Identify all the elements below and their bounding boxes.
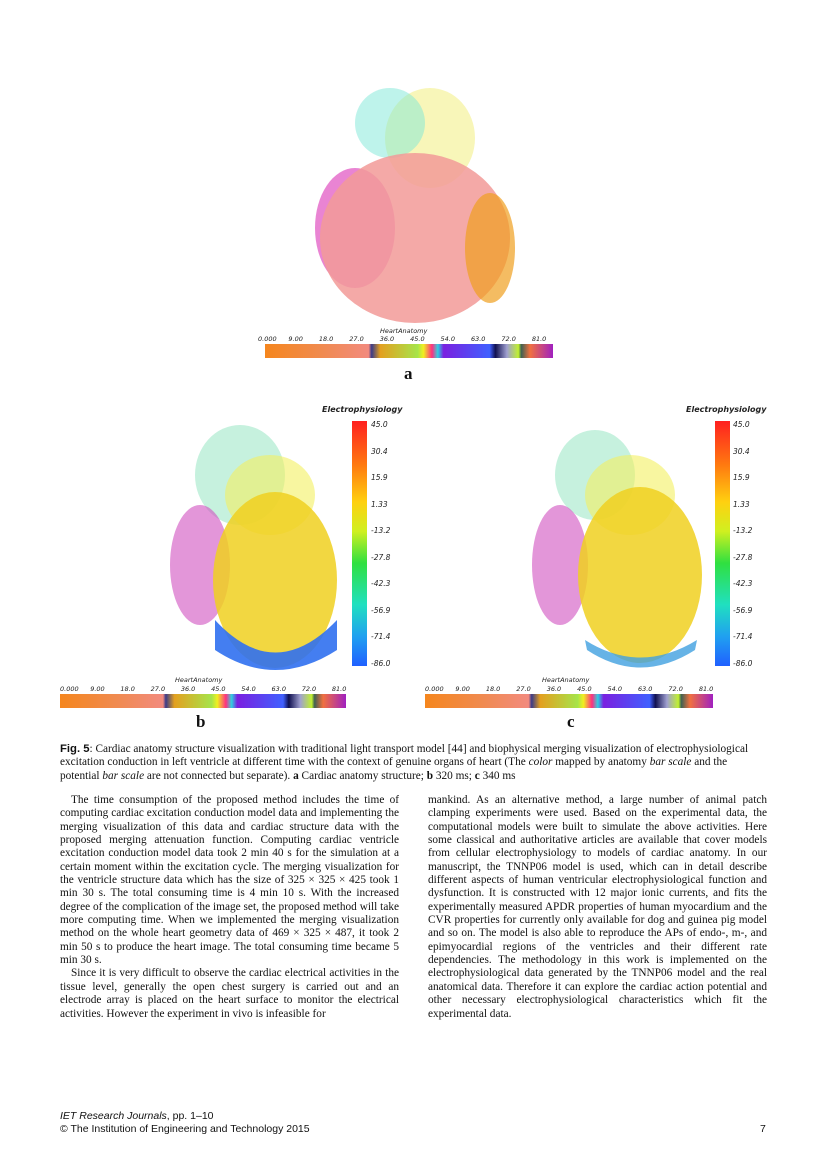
heart-anatomy-colorbar-b xyxy=(60,694,346,708)
heart-anatomy-tick-a: 36.0 xyxy=(379,335,395,343)
paragraph: mankind. As an alternative method, a lar… xyxy=(428,794,767,1020)
heart-anatomy-tick-a: 81.0 xyxy=(531,335,547,343)
heart-anatomy-tick-a: 54.0 xyxy=(440,335,456,343)
electrophysiology-tick-c: 45.0 xyxy=(733,420,750,429)
heart-anatomy-tick-a: 27.0 xyxy=(349,335,364,343)
electrophysiology-title-b: Electrophysiology xyxy=(322,405,403,414)
caption-text: : Cardiac anatomy structure visualizatio… xyxy=(60,743,749,769)
heart-anatomy-tick-b: 54.0 xyxy=(241,685,256,693)
caption-text: are not connected but separate). xyxy=(144,769,294,782)
electrophysiology-tick-b: -56.9 xyxy=(371,605,391,615)
paragraph: Since it is very difficult to observe th… xyxy=(60,967,399,1020)
heart-anatomy-tick-a: 72.0 xyxy=(501,335,516,343)
heart-anatomy-title-b: HeartAnatomy xyxy=(175,676,223,684)
heart-anatomy-tick-b: 36.0 xyxy=(180,685,196,693)
journal-pages: , pp. 1–10 xyxy=(166,1110,214,1122)
caption-text: 320 ms; xyxy=(433,769,475,782)
electrophysiology-heart-image-c xyxy=(532,430,702,668)
electrophysiology-tick-c: -86.0 xyxy=(733,658,753,668)
heart-anatomy-tick-c: 0.000 xyxy=(425,685,444,693)
electrophysiology-colorbar-b xyxy=(352,421,367,666)
heart-anatomy-tick-c: 72.0 xyxy=(668,685,683,693)
electrophysiology-tick-c: -27.8 xyxy=(733,552,753,562)
heart-anatomy-tick-c: 54.0 xyxy=(607,685,623,693)
paragraph: The time consumption of the proposed met… xyxy=(60,794,399,967)
figure-label: Fig. 5 xyxy=(60,743,90,755)
caption-italic: bar scale xyxy=(102,769,145,782)
panel-label-b: b xyxy=(196,712,206,731)
electrophysiology-tick-b: -42.3 xyxy=(371,579,391,588)
electrophysiology-colorbar-c xyxy=(715,421,730,666)
caption-text: Cardiac anatomy structure; xyxy=(298,769,427,782)
heart-anatomy-colorbar-a xyxy=(265,344,553,358)
caption-text: mapped by anatomy xyxy=(552,756,650,769)
heart-anatomy-tick-a: 0.000 xyxy=(258,335,277,343)
journal-name: IET Research Journals xyxy=(60,1110,167,1122)
electrophysiology-title-c: Electrophysiology xyxy=(686,405,767,414)
electrophysiology-tick-c: 30.4 xyxy=(733,446,750,456)
heart-anatomy-tick-c: 63.0 xyxy=(637,685,653,693)
caption-panel-a: a xyxy=(293,769,299,782)
heart-anatomy-tick-a: 63.0 xyxy=(470,335,486,343)
page-number: 7 xyxy=(760,1123,766,1135)
electrophysiology-tick-b: -86.0 xyxy=(371,658,391,668)
heart-anatomy-tick-b: 0.000 xyxy=(60,685,79,693)
panel-label-c: c xyxy=(567,712,575,731)
heart-anatomy-tick-b: 18.0 xyxy=(120,685,135,693)
electrophysiology-tick-b: -27.8 xyxy=(371,552,391,562)
caption-text: and the potential xyxy=(60,756,728,782)
heart-anatomy-tick-c: 81.0 xyxy=(698,685,714,693)
heart-anatomy-tick-a: 18.0 xyxy=(318,335,334,343)
caption-italic: bar scale xyxy=(649,756,692,769)
body-right-column: mankind. As an alternative method, a lar… xyxy=(428,794,767,1021)
body-left-column: The time consumption of the proposed met… xyxy=(60,794,399,1021)
electrophysiology-tick-c: -42.3 xyxy=(733,579,753,588)
electrophysiology-tick-c: -56.9 xyxy=(733,605,753,615)
heart-anatomy-tick-b: 81.0 xyxy=(331,685,347,693)
electrophysiology-tick-c: -71.4 xyxy=(733,632,753,641)
heart-anatomy-image-a xyxy=(315,88,515,323)
heart-anatomy-tick-b: 63.0 xyxy=(271,685,286,693)
caption-italic: color xyxy=(528,756,553,769)
heart-anatomy-tick-b: 9.00 xyxy=(90,685,105,693)
panel-label-a: a xyxy=(404,364,413,383)
electrophysiology-tick-b: 15.9 xyxy=(371,473,388,482)
caption-panel-b: b xyxy=(426,769,434,782)
heart-anatomy-tick-c: 36.0 xyxy=(546,685,562,693)
electrophysiology-tick-b: -13.2 xyxy=(371,526,391,535)
heart-anatomy-tick-a: 45.0 xyxy=(410,335,425,343)
heart-anatomy-colorbar-c xyxy=(425,694,713,708)
caption-panel-c: c xyxy=(474,769,480,782)
heart-anatomy-tick-a: 9.00 xyxy=(288,335,303,343)
heart-anatomy-tick-c: 45.0 xyxy=(577,685,592,693)
electrophysiology-tick-b: -71.4 xyxy=(371,632,391,641)
heart-anatomy-title-a: HeartAnatomy xyxy=(380,327,428,335)
electrophysiology-tick-c: 15.9 xyxy=(733,473,750,482)
heart-anatomy-tick-c: 9.00 xyxy=(455,685,470,693)
figure-caption: Fig. 5: Cardiac anatomy structure visual… xyxy=(60,743,768,783)
heart-anatomy-tick-b: 27.0 xyxy=(150,685,166,693)
electrophysiology-tick-c: -13.2 xyxy=(733,526,753,535)
heart-anatomy-tick-b: 45.0 xyxy=(211,685,226,693)
footer-copyright: © The Institution of Engineering and Tec… xyxy=(60,1123,310,1135)
footer-journal: IET Research Journals, pp. 1–10 xyxy=(60,1110,214,1122)
heart-anatomy-title-c: HeartAnatomy xyxy=(542,676,590,684)
electrophysiology-tick-b: 1.33 xyxy=(371,499,388,509)
electrophysiology-tick-b: 30.4 xyxy=(371,446,388,456)
heart-anatomy-tick-b: 72.0 xyxy=(301,685,317,693)
heart-anatomy-tick-c: 27.0 xyxy=(516,685,531,693)
electrophysiology-heart-image-b xyxy=(170,425,337,670)
heart-anatomy-tick-c: 18.0 xyxy=(485,685,501,693)
electrophysiology-tick-c: 1.33 xyxy=(733,499,750,509)
caption-text: 340 ms xyxy=(479,769,516,782)
electrophysiology-tick-b: 45.0 xyxy=(371,420,388,429)
